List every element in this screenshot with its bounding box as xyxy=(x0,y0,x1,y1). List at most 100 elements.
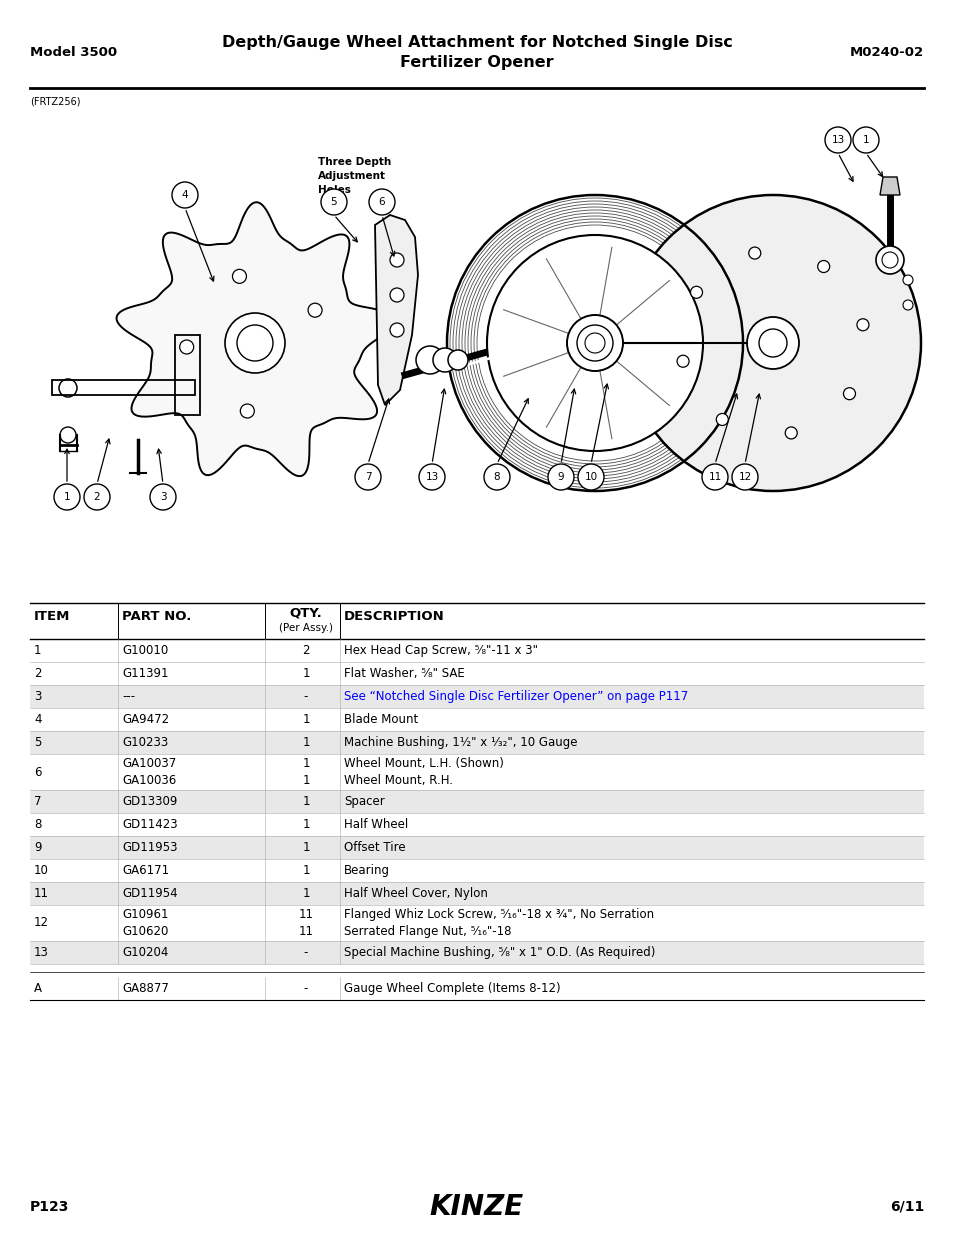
Text: -: - xyxy=(303,982,308,995)
Text: 13: 13 xyxy=(34,946,49,960)
Circle shape xyxy=(390,324,403,337)
Text: M0240-02: M0240-02 xyxy=(849,46,923,58)
Bar xyxy=(30,685,923,708)
Text: 5: 5 xyxy=(34,736,41,748)
Text: G10961
G10620: G10961 G10620 xyxy=(122,908,169,939)
Text: QTY.: QTY. xyxy=(290,606,322,620)
Text: GD11423: GD11423 xyxy=(122,818,177,831)
Text: G10233: G10233 xyxy=(122,736,168,748)
Circle shape xyxy=(84,484,110,510)
Text: 5: 5 xyxy=(331,198,337,207)
Circle shape xyxy=(566,315,622,370)
Circle shape xyxy=(690,287,701,299)
Circle shape xyxy=(320,189,347,215)
Text: 3: 3 xyxy=(34,690,41,703)
Text: 1: 1 xyxy=(34,643,42,657)
Text: 1: 1 xyxy=(302,864,310,877)
Text: 6: 6 xyxy=(378,198,385,207)
Text: Flanged Whiz Lock Screw, ⁵⁄₁₆"-18 x ¾", No Serration
Serrated Flange Nut, ⁵⁄₁₆"-: Flanged Whiz Lock Screw, ⁵⁄₁₆"-18 x ¾", … xyxy=(344,908,654,939)
Text: ITEM: ITEM xyxy=(34,610,71,624)
Circle shape xyxy=(547,464,574,490)
Circle shape xyxy=(150,484,175,510)
Circle shape xyxy=(225,312,285,373)
Circle shape xyxy=(856,319,868,331)
Text: Fertilizer Opener: Fertilizer Opener xyxy=(399,54,554,69)
Circle shape xyxy=(448,350,468,370)
Circle shape xyxy=(902,300,912,310)
Text: GA6171: GA6171 xyxy=(122,864,169,877)
Text: Half Wheel: Half Wheel xyxy=(344,818,408,831)
Polygon shape xyxy=(879,177,899,195)
Text: 2: 2 xyxy=(34,667,42,680)
Bar xyxy=(30,941,923,965)
Circle shape xyxy=(390,253,403,267)
Text: 3: 3 xyxy=(159,492,166,501)
Text: 1: 1 xyxy=(302,795,310,808)
Text: Hex Head Cap Screw, ⁵⁄₈"-11 x 3": Hex Head Cap Screw, ⁵⁄₈"-11 x 3" xyxy=(344,643,537,657)
Circle shape xyxy=(418,464,444,490)
Text: 11
11: 11 11 xyxy=(298,908,314,939)
Text: 8: 8 xyxy=(493,472,499,482)
Text: Holes: Holes xyxy=(317,185,351,195)
Text: 9: 9 xyxy=(558,472,564,482)
Circle shape xyxy=(817,261,829,273)
Text: 4: 4 xyxy=(181,190,188,200)
Circle shape xyxy=(842,388,855,400)
Text: Model 3500: Model 3500 xyxy=(30,46,117,58)
Text: Bearing: Bearing xyxy=(344,864,390,877)
Circle shape xyxy=(701,464,727,490)
Text: 1: 1 xyxy=(302,841,310,853)
Text: 1: 1 xyxy=(862,135,868,144)
Text: Machine Bushing, 1½" x ¹⁄₃₂", 10 Gauge: Machine Bushing, 1½" x ¹⁄₃₂", 10 Gauge xyxy=(344,736,577,748)
Text: GD13309: GD13309 xyxy=(122,795,177,808)
Circle shape xyxy=(824,127,850,153)
Circle shape xyxy=(172,182,198,207)
Text: DESCRIPTION: DESCRIPTION xyxy=(344,610,444,624)
Circle shape xyxy=(390,288,403,303)
Text: 12: 12 xyxy=(34,916,49,930)
Circle shape xyxy=(233,269,246,283)
Circle shape xyxy=(731,464,758,490)
Text: G10204: G10204 xyxy=(122,946,168,960)
Text: 2: 2 xyxy=(302,643,310,657)
Circle shape xyxy=(179,340,193,354)
Bar xyxy=(30,731,923,755)
Text: 7: 7 xyxy=(364,472,371,482)
Circle shape xyxy=(486,235,702,451)
Text: 11: 11 xyxy=(708,472,720,482)
Text: Adjustment: Adjustment xyxy=(317,170,386,182)
Text: Spacer: Spacer xyxy=(344,795,384,808)
Text: Offset Tire: Offset Tire xyxy=(344,841,405,853)
Text: Gauge Wheel Complete (Items 8-12): Gauge Wheel Complete (Items 8-12) xyxy=(344,982,560,995)
Text: 12: 12 xyxy=(738,472,751,482)
Polygon shape xyxy=(375,215,417,405)
Circle shape xyxy=(875,246,903,274)
Text: Three Depth: Three Depth xyxy=(317,157,391,167)
Circle shape xyxy=(852,127,878,153)
Text: Special Machine Bushing, ⁵⁄₈" x 1" O.D. (As Required): Special Machine Bushing, ⁵⁄₈" x 1" O.D. … xyxy=(344,946,655,960)
Circle shape xyxy=(355,464,380,490)
Text: KINZE: KINZE xyxy=(430,1193,523,1221)
Circle shape xyxy=(624,195,920,492)
Text: GD11953: GD11953 xyxy=(122,841,177,853)
Text: 1: 1 xyxy=(302,713,310,726)
Circle shape xyxy=(748,247,760,259)
Text: 8: 8 xyxy=(34,818,41,831)
Text: 6/11: 6/11 xyxy=(889,1200,923,1214)
Text: 7: 7 xyxy=(34,795,42,808)
Text: GD11954: GD11954 xyxy=(122,887,177,900)
Text: Blade Mount: Blade Mount xyxy=(344,713,417,726)
Circle shape xyxy=(369,189,395,215)
Text: (Per Assy.): (Per Assy.) xyxy=(278,622,333,634)
Circle shape xyxy=(677,356,688,367)
Text: 11: 11 xyxy=(34,887,49,900)
Circle shape xyxy=(746,317,799,369)
Text: GA9472: GA9472 xyxy=(122,713,169,726)
Text: 13: 13 xyxy=(425,472,438,482)
Text: ---: --- xyxy=(122,690,135,703)
Text: A: A xyxy=(34,982,42,995)
Bar xyxy=(30,836,923,860)
Text: 1: 1 xyxy=(302,887,310,900)
Text: 1: 1 xyxy=(302,667,310,680)
Circle shape xyxy=(716,414,727,426)
